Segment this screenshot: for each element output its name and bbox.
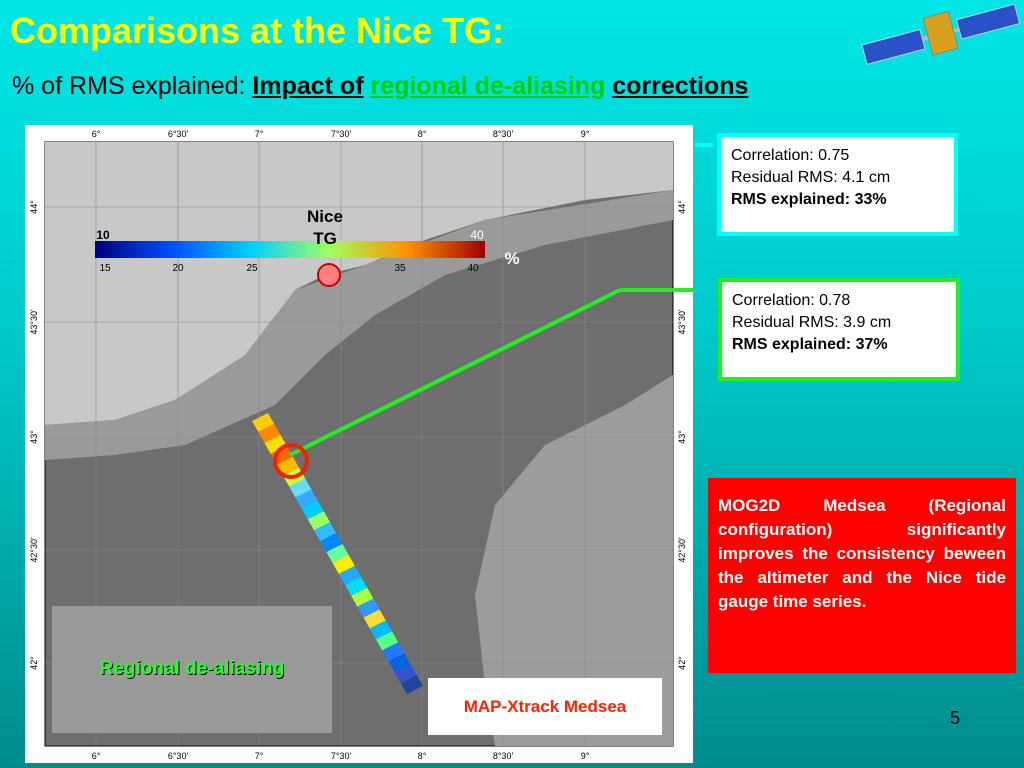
colorbar-tick: 20 xyxy=(172,263,184,274)
colorbar-unit: % xyxy=(504,249,519,268)
lon-label: 9° xyxy=(581,129,590,139)
satellite-icon xyxy=(861,3,1021,66)
lat-label: 43°30' xyxy=(29,309,39,335)
colorbar xyxy=(95,241,485,258)
track-segment xyxy=(357,598,380,618)
track-segment xyxy=(258,423,281,443)
track-label: MAP-Xtrack Medsea xyxy=(428,678,662,735)
note: MOG2D Medsea (Regional configuration) si… xyxy=(708,478,1016,673)
track-segment xyxy=(400,675,423,694)
track-segment xyxy=(363,609,386,629)
lon-label: 8°30' xyxy=(493,129,514,139)
track-segment xyxy=(345,576,368,596)
lon-label: 8° xyxy=(418,129,427,139)
track-segment xyxy=(388,653,411,673)
lat-label: 42° xyxy=(677,656,687,670)
colorbar-label: 40 xyxy=(470,228,484,242)
lat-label: 42°30' xyxy=(29,537,39,563)
track-segment xyxy=(394,664,417,684)
lat-label: 43° xyxy=(677,430,687,444)
colorbar-tick: 15 xyxy=(99,263,111,274)
lat-label: 43°30' xyxy=(677,309,687,335)
track-segment xyxy=(376,631,399,651)
lon-label: 6°30' xyxy=(168,129,189,139)
track-segment xyxy=(326,544,349,563)
lon-label: 8°30' xyxy=(493,751,514,761)
lon-label: 8° xyxy=(418,751,427,761)
stats-box: Correlation: 0.78 Residual RMS: 3.9 cm RMS… xyxy=(718,278,960,381)
track-segment xyxy=(382,642,405,662)
subtitle: % of RMS explained: Impact of regional d… xyxy=(12,72,748,101)
lon-label: 7° xyxy=(255,751,264,761)
track-segment xyxy=(289,478,312,498)
track-segment xyxy=(351,587,374,607)
page-number: 5 xyxy=(950,708,961,728)
lat-label: 43° xyxy=(29,430,39,444)
stat: RMS explained: 37% xyxy=(732,336,888,353)
subtitle-prefix: % of RMS explained: xyxy=(12,72,246,100)
lat-label: 42° xyxy=(29,656,39,670)
lon-label: 6° xyxy=(92,751,101,761)
lon-label: 7°30' xyxy=(331,751,352,761)
track-segment xyxy=(338,565,361,585)
stat: Correlation: 0.75 xyxy=(731,147,850,164)
colorbar-tick: 40 xyxy=(467,263,479,274)
colorbar-label: 10 xyxy=(96,228,110,242)
lon-label: 7° xyxy=(255,129,264,139)
connector xyxy=(695,143,713,147)
track-segment xyxy=(314,522,337,542)
lon-label: 6° xyxy=(92,129,101,139)
lat-label: 42°30' xyxy=(677,537,687,563)
track-segment xyxy=(252,413,275,432)
colorbar-tick: 35 xyxy=(394,263,406,274)
subtitle-highlight: regional de-aliasing xyxy=(370,72,606,100)
station-label: Nice TG xyxy=(307,207,343,248)
lon-label: 9° xyxy=(581,751,590,761)
stats-box: Correlation: 0.75 Residual RMS: 4.1 cm RMS… xyxy=(717,133,958,236)
stat: Correlation: 0.78 xyxy=(732,292,851,309)
map: 10 40 15 20 25 35 40% 6° 6° 6°30' 6°30' 7° 7° 7°30' 7… xyxy=(25,125,693,763)
lon-label: 6°30' xyxy=(168,751,189,761)
lat-label: 44° xyxy=(29,200,39,214)
subtitle-bold: corrections xyxy=(612,72,749,100)
track-segment xyxy=(295,489,318,509)
track-segment xyxy=(276,456,299,476)
lat-label: 44° xyxy=(677,200,687,214)
subtitle-bold: Impact of xyxy=(252,72,364,100)
track-segment xyxy=(301,500,324,520)
lon-label: 7°30' xyxy=(331,129,352,139)
track-segment xyxy=(320,533,343,553)
track-segment xyxy=(369,620,392,640)
colorbar-tick: 25 xyxy=(246,263,258,274)
inset: Regional de-aliasing xyxy=(52,606,332,733)
track-segment xyxy=(332,554,355,574)
track-segment xyxy=(264,434,287,454)
stat: Residual RMS: 4.1 cm xyxy=(731,169,891,186)
title: Comparisons at the Nice TG: xyxy=(10,10,505,51)
track-segment xyxy=(307,511,330,531)
stat: RMS explained: 33% xyxy=(731,191,887,208)
stat: Residual RMS: 3.9 cm xyxy=(732,314,892,331)
inset-label: Regional de-aliasing xyxy=(99,658,285,679)
